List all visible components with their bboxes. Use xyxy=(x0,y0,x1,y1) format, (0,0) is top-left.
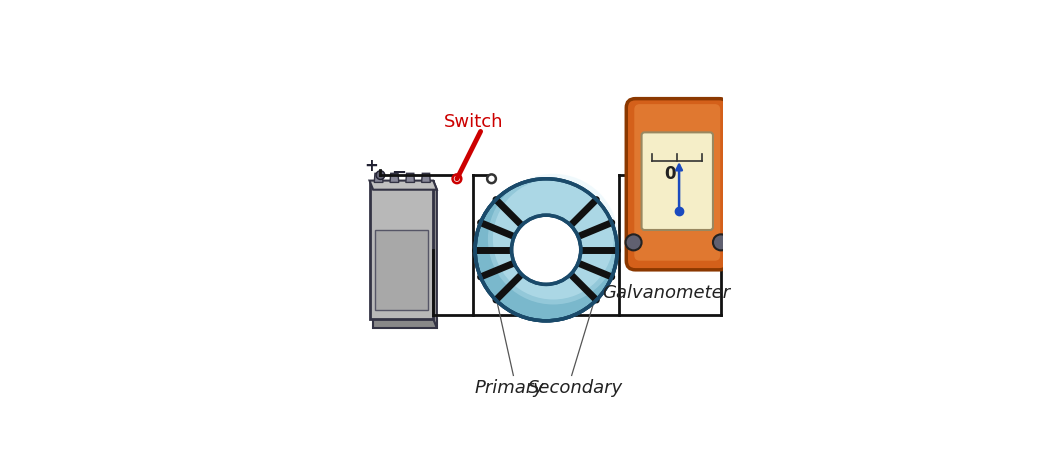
Circle shape xyxy=(713,234,729,250)
Polygon shape xyxy=(434,181,437,328)
Circle shape xyxy=(487,175,496,183)
Circle shape xyxy=(487,174,618,305)
FancyBboxPatch shape xyxy=(634,104,721,261)
Circle shape xyxy=(493,179,614,299)
Bar xyxy=(375,229,427,310)
Text: +: + xyxy=(364,157,379,175)
Polygon shape xyxy=(390,173,399,183)
Polygon shape xyxy=(422,173,430,183)
FancyBboxPatch shape xyxy=(641,132,713,230)
Polygon shape xyxy=(406,173,415,183)
Text: Secondary: Secondary xyxy=(528,379,622,397)
Text: 0: 0 xyxy=(665,165,676,183)
Polygon shape xyxy=(369,181,437,190)
Circle shape xyxy=(475,179,617,321)
Polygon shape xyxy=(375,173,383,183)
Circle shape xyxy=(453,175,461,183)
Polygon shape xyxy=(373,319,437,328)
Text: Switch: Switch xyxy=(443,114,503,131)
Circle shape xyxy=(376,171,385,179)
Circle shape xyxy=(626,234,641,250)
Text: −: − xyxy=(390,164,406,182)
FancyBboxPatch shape xyxy=(627,99,728,270)
Text: Primary: Primary xyxy=(475,379,544,397)
Circle shape xyxy=(512,215,580,284)
Bar xyxy=(369,181,434,319)
Text: Galvanometer: Galvanometer xyxy=(602,284,730,303)
